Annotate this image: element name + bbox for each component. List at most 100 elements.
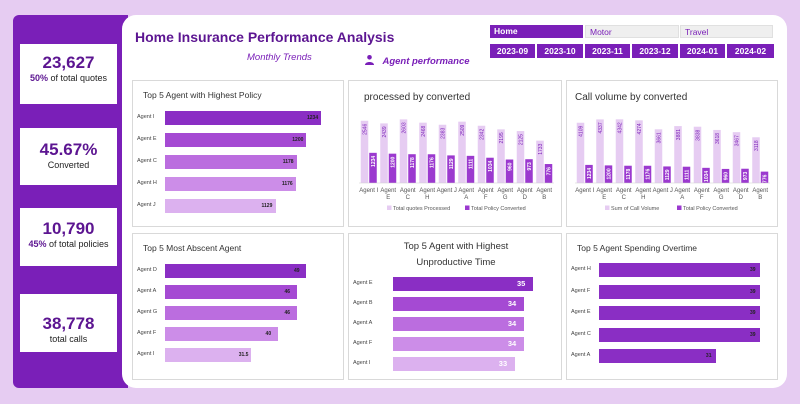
data-label: 3881 bbox=[676, 129, 682, 140]
data-label: 1200 bbox=[391, 156, 397, 167]
bar-label: Agent F bbox=[571, 287, 591, 294]
x-tick-label: H bbox=[425, 195, 429, 201]
tab-travel[interactable]: Travel bbox=[680, 25, 773, 38]
bar[interactable] bbox=[165, 306, 297, 320]
bar-series-2 bbox=[643, 165, 652, 183]
chart-title: processed by converted bbox=[364, 92, 471, 103]
x-tick-label: E bbox=[386, 195, 390, 201]
bar[interactable] bbox=[165, 111, 321, 125]
bar-series-2 bbox=[544, 164, 553, 183]
agent-nav[interactable]: Agent performance bbox=[364, 51, 470, 69]
data-label: 973 bbox=[743, 172, 749, 181]
data-label: 1234 bbox=[587, 168, 593, 179]
data-label: 1200 bbox=[607, 168, 613, 179]
data-label: 2603 bbox=[402, 122, 408, 133]
bar-series-1 bbox=[674, 126, 682, 183]
bar-series-2 bbox=[721, 168, 730, 183]
data-label: 4109 bbox=[579, 126, 585, 137]
bar[interactable] bbox=[165, 133, 307, 147]
bar-value-label: 34 bbox=[507, 319, 517, 328]
x-tick-label: D bbox=[523, 195, 528, 201]
bar[interactable] bbox=[393, 317, 524, 331]
bar[interactable] bbox=[599, 263, 760, 277]
x-tick-label: Agent bbox=[497, 188, 513, 194]
nav-monthly-trends[interactable]: Monthly Trends bbox=[247, 52, 312, 63]
bar[interactable] bbox=[599, 349, 716, 363]
bar[interactable] bbox=[599, 284, 760, 299]
bar-series-1 bbox=[399, 119, 408, 183]
bar-series-1 bbox=[438, 124, 447, 183]
month-2023-10[interactable]: 2023-10 bbox=[537, 44, 583, 58]
bar-series-2 bbox=[702, 167, 710, 183]
card-call-volume: Call volume by converted 4109 1234 Agent I… bbox=[566, 80, 778, 227]
bar[interactable] bbox=[393, 337, 524, 351]
data-label: 960 bbox=[508, 162, 514, 171]
bar[interactable] bbox=[393, 277, 533, 291]
data-label: 3618 bbox=[715, 133, 721, 144]
bar-value-label: 39 bbox=[750, 331, 756, 338]
chart-title: Top 5 Agent with Highest Unproductive Ti… bbox=[403, 241, 509, 268]
data-label: 1234 bbox=[371, 156, 377, 167]
bar-label: Agent J bbox=[137, 202, 156, 208]
data-label: 1034 bbox=[704, 171, 710, 182]
bar[interactable] bbox=[599, 327, 760, 342]
legend-label: Sum of Call Volume bbox=[611, 206, 659, 212]
nav-agent-performance[interactable]: Agent performance bbox=[382, 56, 470, 67]
bar[interactable] bbox=[165, 285, 297, 299]
chart-title: Top 5 Agent Spending Overtime bbox=[577, 243, 698, 253]
chart-title: Call volume by converted bbox=[575, 92, 688, 103]
month-2023-09[interactable]: 2023-09 bbox=[490, 44, 535, 58]
legend-swatch bbox=[605, 205, 610, 210]
data-label: 2125 bbox=[519, 134, 525, 145]
bar-series-2 bbox=[388, 153, 397, 183]
bar-value-label: 46 bbox=[284, 289, 291, 295]
bar[interactable] bbox=[393, 297, 524, 311]
legend-swatch bbox=[387, 205, 392, 210]
bar[interactable] bbox=[165, 199, 276, 213]
x-tick-label: G bbox=[503, 195, 508, 201]
bar[interactable] bbox=[165, 348, 251, 362]
bar-series-1 bbox=[635, 120, 643, 183]
bar-value-label: 1200 bbox=[292, 137, 304, 143]
data-label: 3661 bbox=[657, 132, 663, 143]
card-overtime: Top 5 Agent Spending Overtime Agent H 39 A… bbox=[566, 233, 778, 380]
bar[interactable] bbox=[165, 264, 306, 278]
x-tick-label: Agent bbox=[478, 188, 494, 194]
bar[interactable] bbox=[165, 327, 278, 341]
data-label: 3118 bbox=[754, 140, 760, 151]
data-label: 1111 bbox=[685, 169, 691, 180]
bar-label: Agent E bbox=[137, 136, 157, 142]
bar-value-label: 35 bbox=[517, 279, 526, 288]
data-label: 960 bbox=[724, 172, 730, 181]
bar-value-label: 49 bbox=[294, 268, 300, 274]
data-label: 3838 bbox=[696, 129, 702, 140]
bar[interactable] bbox=[599, 306, 760, 320]
bar-series-1 bbox=[752, 137, 760, 183]
chart-title: Top 5 Most Abscent Agent bbox=[143, 243, 242, 253]
bar[interactable] bbox=[165, 155, 297, 169]
bar-series-2 bbox=[760, 171, 769, 183]
bar[interactable] bbox=[165, 177, 296, 191]
x-tick-label: F bbox=[700, 195, 704, 201]
month-2024-02[interactable]: 2024-02 bbox=[727, 44, 774, 58]
x-tick-label: Agent I bbox=[359, 188, 378, 194]
bar-value-label: 31.5 bbox=[238, 352, 249, 358]
data-label: 2546 bbox=[363, 124, 369, 135]
data-label: 3467 bbox=[735, 135, 741, 146]
month-2024-01[interactable]: 2024-01 bbox=[680, 44, 725, 58]
x-tick-label: H bbox=[641, 195, 645, 201]
bar-series-1 bbox=[360, 120, 369, 183]
bar-series-2 bbox=[741, 168, 749, 183]
bar-series-1 bbox=[693, 126, 702, 183]
month-2023-12[interactable]: 2023-12 bbox=[632, 44, 678, 58]
tab-motor[interactable]: Motor bbox=[585, 25, 679, 38]
data-label: 1178 bbox=[626, 169, 632, 180]
bar[interactable] bbox=[393, 357, 515, 371]
bar-value-label: 1129 bbox=[261, 203, 273, 209]
kpi-quotes-value: 23,627 bbox=[42, 53, 95, 72]
tab-home[interactable]: Home bbox=[490, 25, 583, 38]
month-2023-11[interactable]: 2023-11 bbox=[585, 44, 630, 58]
bar-series-2 bbox=[369, 152, 377, 183]
page-title: Home Insurance Performance Analysis bbox=[135, 29, 395, 45]
x-tick-label: Agent bbox=[752, 188, 768, 194]
